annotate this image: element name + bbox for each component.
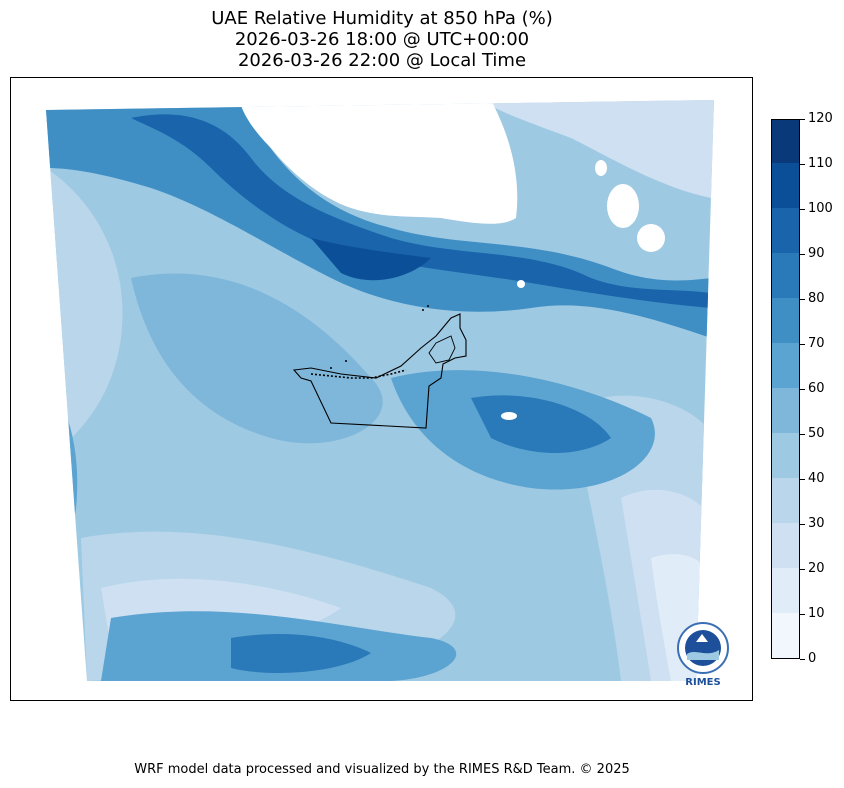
colorbar-segment (772, 612, 799, 658)
colorbar-segment (772, 567, 799, 613)
colorbar-tick-label: 90 (808, 246, 825, 261)
map-title: UAE Relative Humidity at 850 hPa (%) 202… (0, 8, 764, 71)
map-frame (10, 77, 753, 701)
colorbar-tick (800, 389, 805, 390)
colorbar-tick-label: 10 (808, 606, 825, 621)
colorbar-tick (800, 164, 805, 165)
island-dot (427, 305, 429, 307)
colorbar-tick-label: 20 (808, 561, 825, 576)
colorbar-tick (800, 254, 805, 255)
missing-data-north (239, 100, 518, 224)
colorbar-tick (800, 119, 805, 120)
colorbar-segment (772, 522, 799, 568)
colorbar-segment (772, 162, 799, 208)
field-north-90-100 (131, 114, 711, 308)
humidity-map (46, 100, 714, 681)
island-dot (345, 360, 347, 362)
colorbar-segment (772, 120, 799, 163)
rimes-logo-icon (677, 622, 729, 674)
uae-coastal-islands (310, 369, 407, 379)
colorbar-segment (772, 477, 799, 523)
colorbar-tick-label: 30 (808, 516, 825, 531)
colorbar-tick-label: 60 (808, 381, 825, 396)
uae-boundary (292, 313, 467, 429)
colorbar-tick-label: 120 (808, 111, 833, 126)
colorbar-tick (800, 299, 805, 300)
colorbar-tick-label: 0 (808, 651, 817, 666)
title-line-2: 2026-03-26 18:00 @ UTC+00:00 (234, 29, 530, 50)
colorbar-tick (800, 434, 805, 435)
colorbar-tick (800, 524, 805, 525)
field-east-80-90 (471, 395, 611, 453)
uae-inner-boundary (428, 335, 456, 364)
missing-data-northeast-2 (637, 224, 665, 252)
colorbar-tick (800, 479, 805, 480)
footer-credit: WRF model data processed and visualized … (134, 762, 630, 777)
colorbar-tick (800, 659, 805, 660)
island-dot (330, 367, 332, 369)
field-center-50-60 (131, 273, 383, 444)
missing-data-east-2 (517, 280, 525, 288)
colorbar (771, 119, 800, 659)
field-south-80-90 (231, 633, 371, 673)
missing-data-northeast-1 (607, 184, 639, 228)
title-line-1: UAE Relative Humidity at 850 hPa (%) (211, 8, 553, 29)
colorbar-tick-label: 70 (808, 336, 825, 351)
missing-data-northeast-3 (595, 160, 607, 176)
rimes-logo: RIMES (676, 620, 730, 690)
colorbar-tick-label: 40 (808, 471, 825, 486)
missing-data-east-1 (501, 412, 517, 420)
humidity-field (46, 100, 714, 681)
colorbar-segment (772, 297, 799, 343)
colorbar-tick-label: 100 (808, 201, 833, 216)
colorbar-tick (800, 569, 805, 570)
colorbar-tick-label: 50 (808, 426, 825, 441)
rimes-logo-text: RIMES (685, 677, 721, 688)
colorbar-tick-label: 80 (808, 291, 825, 306)
field-north-100-110 (311, 238, 431, 281)
colorbar-tick (800, 344, 805, 345)
colorbar-segment (772, 252, 799, 298)
colorbar-segment (772, 342, 799, 388)
island-dot (422, 309, 424, 311)
field-northeast-20-30 (481, 100, 714, 198)
colorbar-segment (772, 387, 799, 433)
colorbar-tick-label: 110 (808, 156, 833, 171)
colorbar-tick (800, 614, 805, 615)
colorbar-segment (772, 207, 799, 253)
title-line-3: 2026-03-26 22:00 @ Local Time (237, 50, 527, 71)
colorbar-tick (800, 209, 805, 210)
colorbar-segment (772, 432, 799, 478)
